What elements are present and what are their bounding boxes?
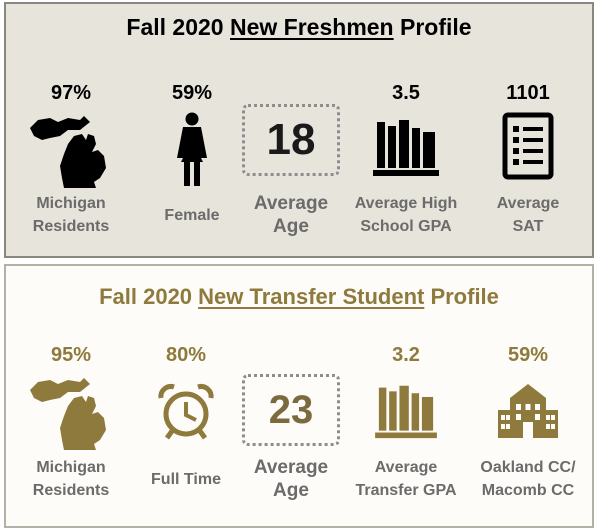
freshmen-stat-female: 59% Female [133, 82, 251, 252]
michigan-map-icon [30, 116, 106, 188]
average-age-value: 18 [242, 104, 340, 176]
transfer-stat-transfer-gpa: 3.2 Average Transfer GPA [347, 344, 465, 514]
stat-value: 3.5 [392, 82, 420, 104]
transfer-title-emphasis: New Transfer Student [198, 284, 425, 309]
stat-value: 97% [50, 82, 92, 104]
transfer-stat-michigan-residents: 95% Michigan Residents [12, 344, 130, 514]
stat-label: Average High School GPA [354, 195, 458, 235]
stat-label: Average Transfer GPA [355, 459, 457, 499]
stat-value: 80% [165, 344, 207, 366]
freshmen-stat-michigan-residents: 97% Michigan Residents [12, 82, 130, 252]
average-age-value: 23 [242, 374, 340, 446]
stat-value: 3.2 [392, 344, 420, 366]
school-building-icon [498, 384, 558, 438]
freshmen-stat-average-age: 18 Average Age [232, 82, 350, 252]
books-icon [373, 120, 439, 176]
stat-label: Michigan Residents [32, 195, 110, 235]
freshmen-stat-hs-gpa: 3.5 Average High School GPA [347, 82, 465, 252]
stat-label: Oakland CC/Macomb CC [480, 459, 576, 499]
michigan-map-icon [30, 378, 106, 450]
stat-value: 1101 [506, 82, 550, 104]
transfer-profile-title: Fall 2020 New Transfer Student Profile [99, 284, 499, 309]
stat-value: 59% [171, 82, 213, 104]
checklist-icon [502, 112, 554, 180]
freshmen-stat-sat: 1101 Average SAT [469, 82, 587, 252]
stat-label: Average Age [253, 193, 329, 237]
stat-label: Michigan Residents [32, 459, 110, 499]
stat-value: 59% [507, 344, 549, 366]
books-icon [375, 385, 437, 439]
freshmen-title-emphasis: New Freshmen [230, 14, 394, 40]
alarm-clock-icon [158, 384, 214, 440]
transfer-stat-full-time: 80% Full Time [127, 344, 245, 514]
stat-value: 95% [50, 344, 92, 366]
stat-label: Full Time [151, 471, 221, 488]
transfer-stat-community-colleges: 59% Oakland CC/Macomb CC [469, 344, 587, 514]
stat-label: Average Age [253, 457, 329, 501]
freshmen-profile-title: Fall 2020 New Freshmen Profile [126, 14, 472, 40]
transfer-profile-panel: Fall 2020 New Transfer Student Profile 9… [4, 264, 594, 528]
transfer-stat-average-age: 23 Average Age [232, 344, 350, 514]
female-person-icon [177, 112, 207, 186]
freshmen-profile-panel: Fall 2020 New Freshmen Profile 97% Michi… [4, 2, 594, 258]
stat-label: Average SAT [496, 195, 560, 235]
stat-label: Female [164, 207, 220, 224]
